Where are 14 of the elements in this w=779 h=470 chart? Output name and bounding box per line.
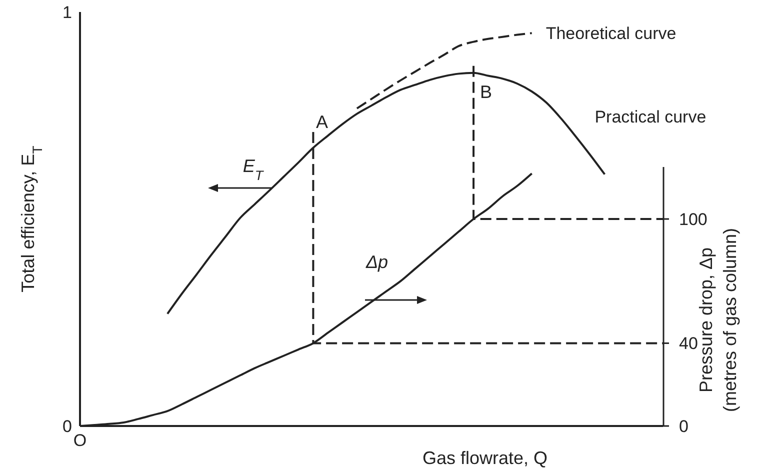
y2-tick-label: 0 [679, 416, 688, 436]
series-label: Practical curve [594, 107, 706, 126]
annotation: Δp [364, 252, 388, 272]
x-axis-title: Gas flowrate, Q [422, 448, 548, 468]
line-series [356, 32, 533, 110]
y2-tick-label: 40 [679, 334, 698, 354]
y-tick-label: 1 [62, 3, 72, 22]
x-tick-label: O [73, 431, 87, 450]
y2-axis-title: Pressure drop, Δp (metres of gas column) [696, 228, 740, 412]
annotation: B [480, 82, 492, 102]
y2-tick-label: 100 [679, 210, 708, 229]
annotation: E$_{T}$ [242, 156, 265, 182]
series-label: Theoretical curve [546, 24, 676, 44]
annotation: A [316, 112, 328, 132]
